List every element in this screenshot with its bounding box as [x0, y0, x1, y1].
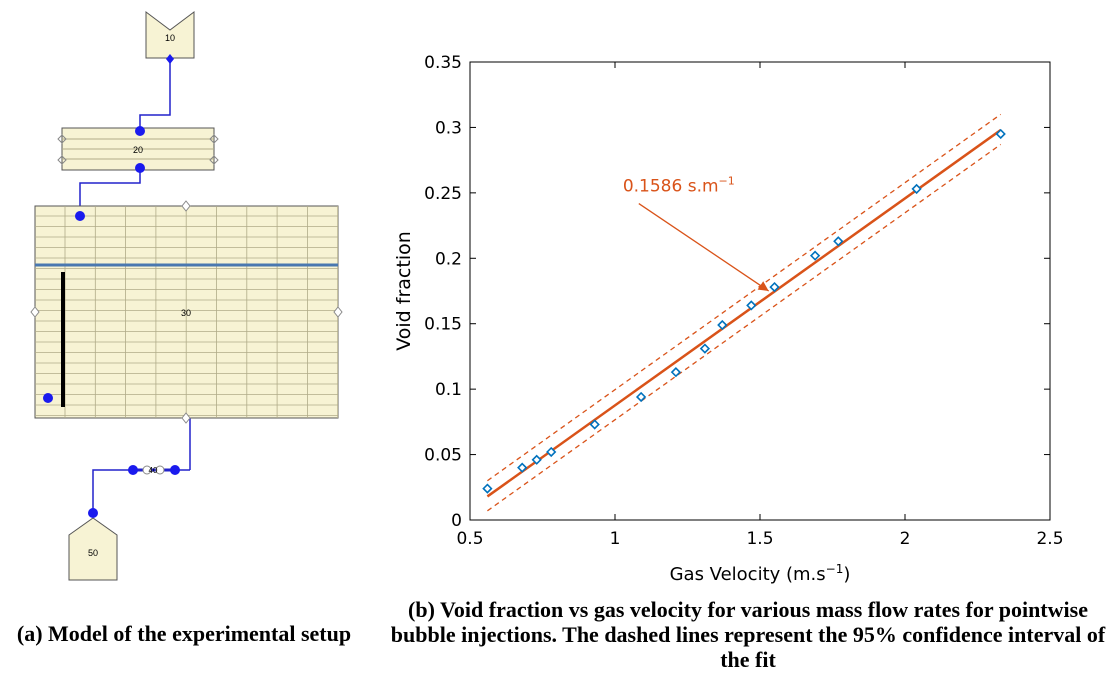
- y-tick-label: 0.3: [435, 118, 462, 138]
- data-point: [911, 183, 922, 195]
- data-point: [769, 281, 780, 293]
- y-tick-label: 0.05: [424, 446, 462, 466]
- data-point: [699, 343, 711, 354]
- vessel-label: 30: [181, 308, 191, 318]
- annotation-arrowhead: [757, 281, 769, 291]
- x-axis-label: Gas Velocity (m.s−1): [670, 562, 851, 585]
- caption-a: (a) Model of the experimental setup: [16, 621, 352, 646]
- y-tick-label: 0.35: [424, 53, 462, 73]
- data-point: [635, 391, 647, 403]
- valve-label: 40: [149, 466, 158, 475]
- plot-frame: [469, 61, 1051, 521]
- ci-lower-line: [487, 143, 1002, 512]
- x-tick-label: 1.5: [746, 529, 773, 549]
- vessel-grid: [35, 206, 339, 418]
- bottom-node-label: 50: [88, 548, 98, 558]
- junctions: [43, 126, 180, 518]
- experimental-setup-diagram: 10 20 30 40 50: [30, 11, 343, 581]
- fit-line: [486, 129, 1002, 498]
- bottom-node: 50: [68, 517, 118, 581]
- data-point: [995, 128, 1006, 140]
- data-point: [482, 483, 493, 494]
- data-point: [531, 454, 542, 465]
- ci-upper-line: [487, 113, 1002, 482]
- y-tick-label: 0.15: [424, 315, 462, 335]
- top-node: 10: [145, 11, 195, 64]
- x-tick-label: 2.5: [1036, 529, 1063, 549]
- y-axis-label: Void fraction: [393, 231, 415, 351]
- data-point: [717, 319, 728, 331]
- x-tick-label: 2: [900, 529, 911, 549]
- x-tick-label: 1: [610, 529, 621, 549]
- data-point: [589, 419, 600, 430]
- data-point: [809, 250, 821, 261]
- y-tick-label: 0.25: [424, 184, 462, 204]
- data-point: [517, 462, 528, 473]
- annotation-label: 0.1586 s.m−1: [623, 175, 735, 197]
- annotation-arrow: [638, 203, 770, 292]
- caption-b: (b) Void fraction vs gas velocity for va…: [390, 597, 1106, 672]
- data-point: [546, 446, 557, 458]
- top-node-label: 10: [165, 33, 175, 43]
- data-point: [746, 300, 757, 311]
- y-tick-label: 0: [451, 511, 462, 531]
- pipe-box-label: 20: [133, 145, 143, 155]
- data-point: [670, 367, 682, 378]
- y-tick-label: 0.2: [435, 249, 462, 269]
- x-tick-label: 0.5: [456, 529, 483, 549]
- y-tick-label: 0.1: [435, 380, 462, 400]
- vessel: 30: [30, 200, 343, 424]
- void-fraction-chart: 0.5 1 1.5 2 2.5 0 0.05 0.1 0.15 0.2 0.25 0.3 0.35 Gas…: [393, 53, 1064, 585]
- data-point: [833, 236, 844, 247]
